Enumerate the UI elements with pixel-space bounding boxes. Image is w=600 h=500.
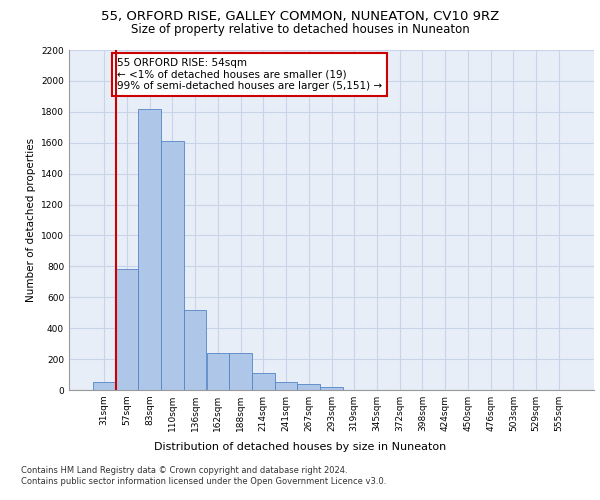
Bar [229, 353, 252, 390]
Bar [298, 384, 320, 390]
Bar [116, 270, 139, 390]
Bar [252, 373, 275, 390]
Bar [161, 141, 184, 390]
Text: Distribution of detached houses by size in Nuneaton: Distribution of detached houses by size … [154, 442, 446, 452]
Bar [184, 310, 206, 390]
Text: Contains public sector information licensed under the Open Government Licence v3: Contains public sector information licen… [21, 477, 386, 486]
Text: 55 ORFORD RISE: 54sqm
← <1% of detached houses are smaller (19)
99% of semi-deta: 55 ORFORD RISE: 54sqm ← <1% of detached … [117, 58, 382, 91]
Text: Contains HM Land Registry data © Crown copyright and database right 2024.: Contains HM Land Registry data © Crown c… [21, 466, 347, 475]
Text: Size of property relative to detached houses in Nuneaton: Size of property relative to detached ho… [131, 22, 469, 36]
Bar [139, 108, 161, 390]
Bar [206, 353, 229, 390]
Bar [93, 382, 116, 390]
Bar [320, 387, 343, 390]
Text: 55, ORFORD RISE, GALLEY COMMON, NUNEATON, CV10 9RZ: 55, ORFORD RISE, GALLEY COMMON, NUNEATON… [101, 10, 499, 23]
Y-axis label: Number of detached properties: Number of detached properties [26, 138, 35, 302]
Bar [275, 382, 298, 390]
